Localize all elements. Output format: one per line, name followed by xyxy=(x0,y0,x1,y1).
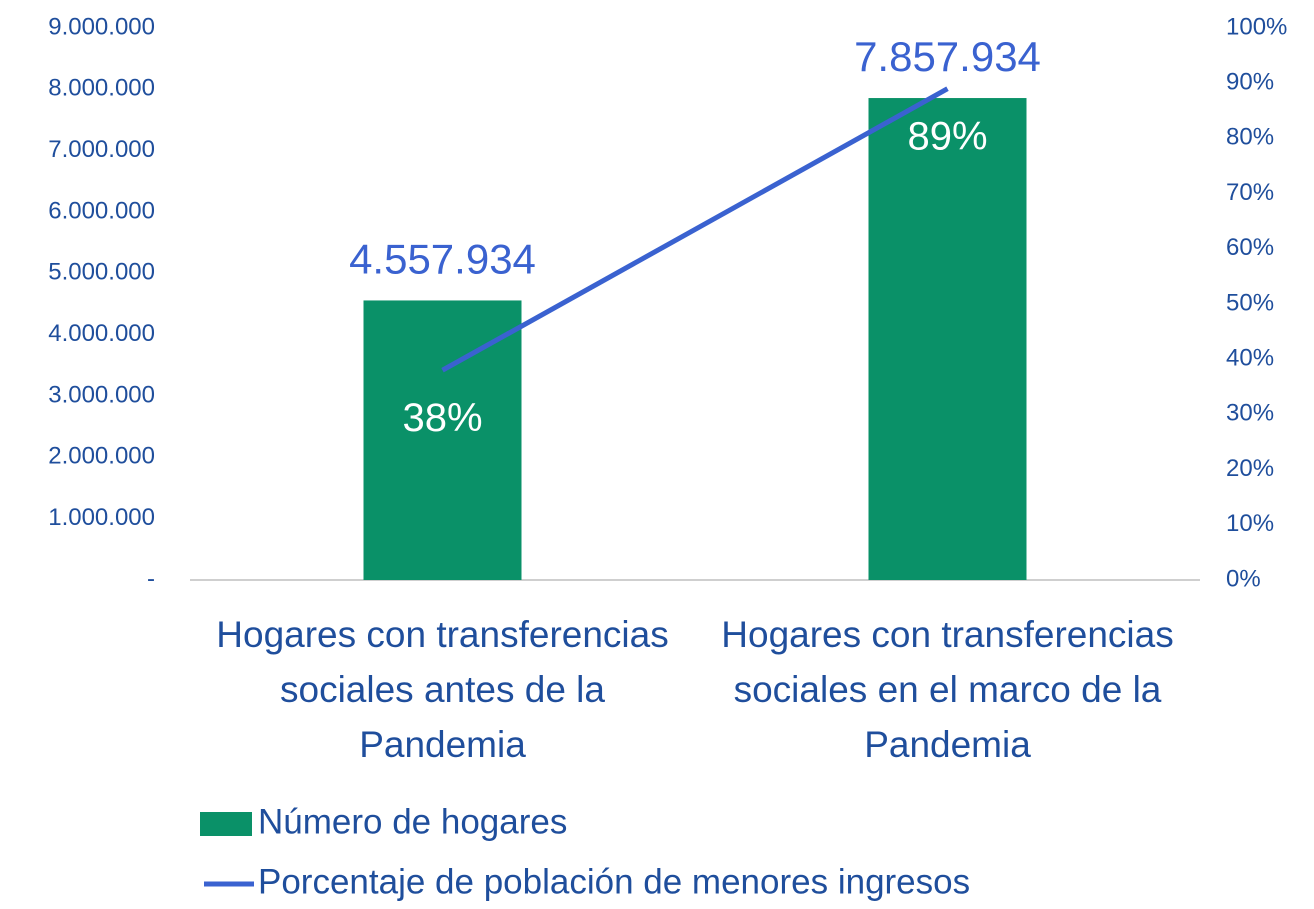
y-tick-label: 6.000.000 xyxy=(48,197,155,224)
y-tick-label: - xyxy=(147,565,155,592)
y2-tick-label: 20% xyxy=(1226,455,1274,482)
y-tick-label: 4.000.000 xyxy=(48,320,155,347)
y2-tick-label: 30% xyxy=(1226,400,1274,427)
legend-label: Número de hogares xyxy=(258,802,567,841)
x-tick-label: Hogares con transferencias sociales ante… xyxy=(216,614,669,765)
y2-tick-label: 10% xyxy=(1226,510,1274,537)
y2-tick-label: 80% xyxy=(1226,124,1274,151)
y-tick-label: 9.000.000 xyxy=(48,13,155,40)
line-value-label: 38% xyxy=(402,396,482,440)
y-tick-label: 5.000.000 xyxy=(48,259,155,286)
line xyxy=(441,86,949,373)
y-tick-label: 3.000.000 xyxy=(48,381,155,408)
y-tick-label: 2.000.000 xyxy=(48,443,155,470)
bar-value-label: 4.557.934 xyxy=(349,236,536,283)
y-tick-label: 7.000.000 xyxy=(48,136,155,163)
y-tick-label: 1.000.000 xyxy=(48,504,155,531)
y2-tick-label: 50% xyxy=(1226,289,1274,316)
legend-swatch xyxy=(200,812,252,836)
legend-label: Porcentaje de población de menores ingre… xyxy=(258,862,970,901)
y2-tick-label: 0% xyxy=(1226,565,1261,592)
y2-tick-label: 60% xyxy=(1226,234,1274,261)
x-tick-label: Hogares con transferencias sociales en e… xyxy=(721,614,1174,765)
y2-tick-label: 70% xyxy=(1226,179,1274,206)
y2-tick-label: 40% xyxy=(1226,345,1274,372)
y2-tick-label: 90% xyxy=(1226,69,1274,96)
bar xyxy=(363,300,522,580)
y2-tick-label: 100% xyxy=(1226,13,1287,40)
y-tick-label: 8.000.000 xyxy=(48,75,155,102)
bar xyxy=(868,98,1027,580)
line-value-label: 89% xyxy=(907,114,987,158)
bar-value-label: 7.857.934 xyxy=(854,33,1041,80)
